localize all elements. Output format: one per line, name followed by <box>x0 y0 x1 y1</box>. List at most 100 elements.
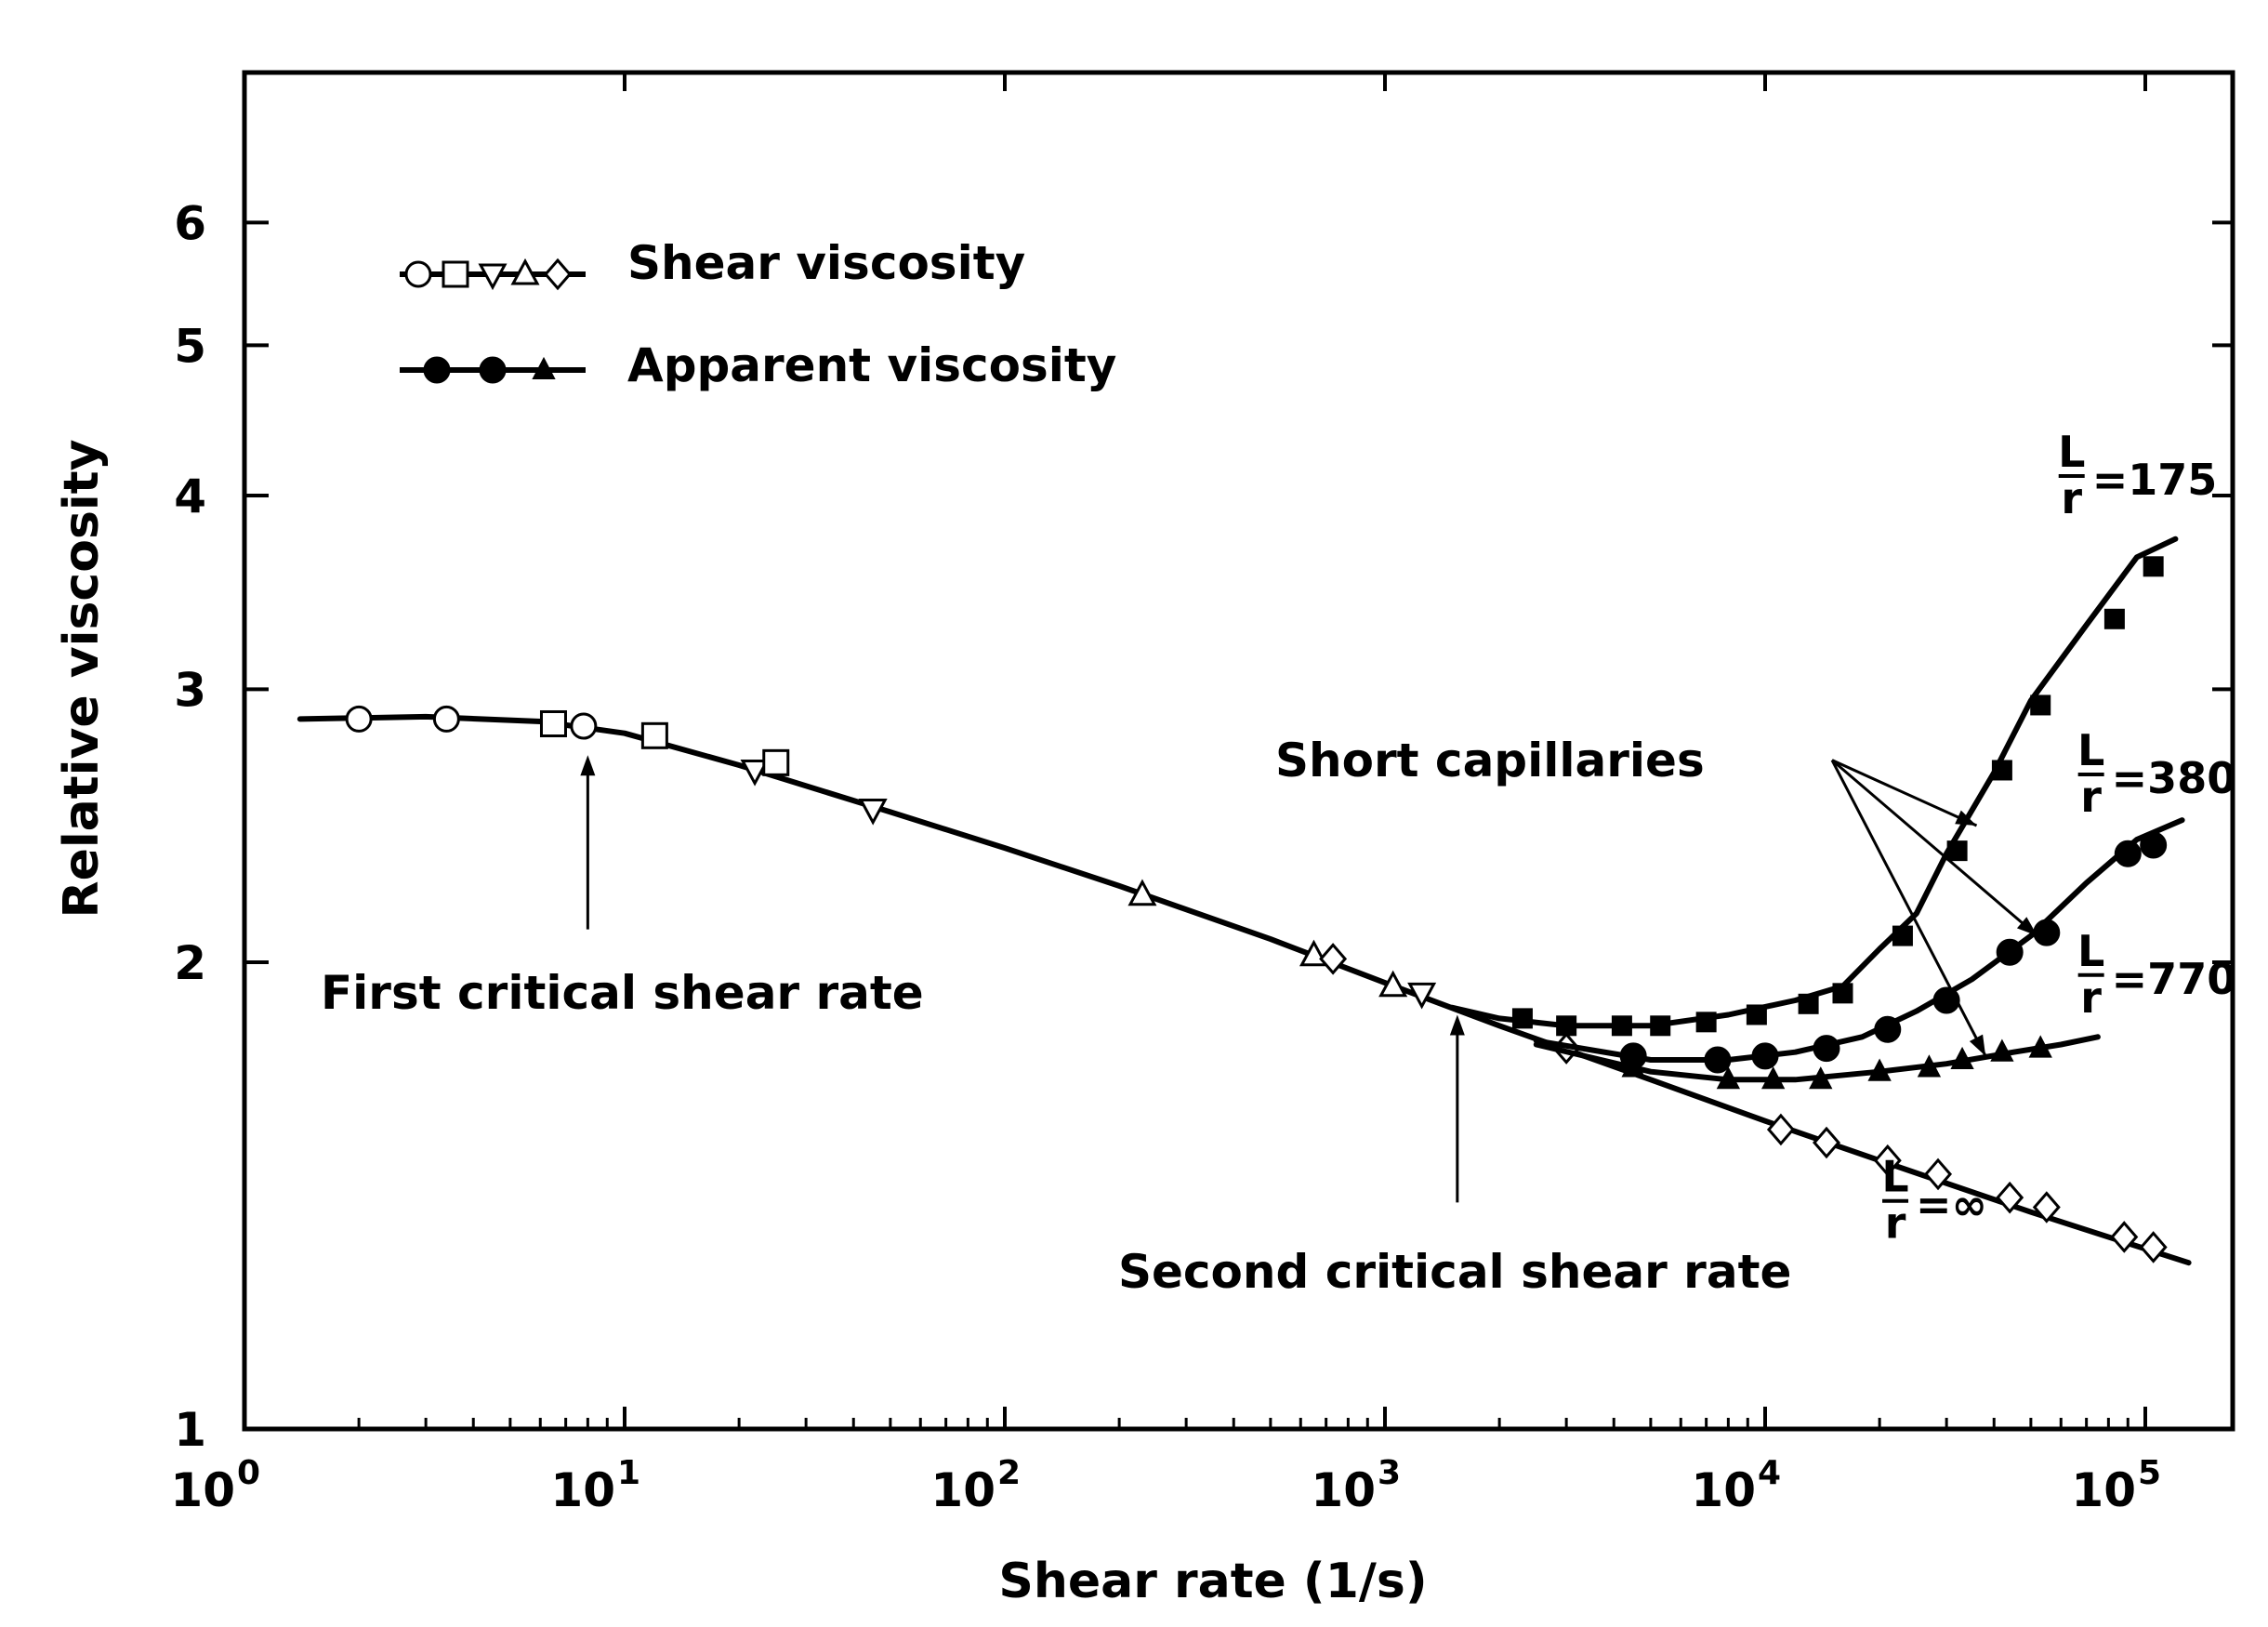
data-point <box>1996 938 2024 966</box>
data-point <box>432 705 460 733</box>
leader-line <box>1831 759 1978 827</box>
x-tick-label-base: 10 <box>1311 1463 1376 1517</box>
series-line <box>1449 536 2179 1029</box>
data-point <box>2143 556 2164 577</box>
data-point <box>1695 1012 1717 1033</box>
data-point <box>1766 1113 1795 1146</box>
series-0 <box>297 705 2192 1266</box>
data-point <box>1751 1042 1779 1070</box>
x-tick-labels: 10 0 10 1 10 2 10 3 10 4 10 5 <box>170 1454 2161 1517</box>
data-point <box>1867 1058 1892 1081</box>
data-point <box>1892 925 1913 946</box>
legend-shear-label: Shear viscosity <box>627 236 1025 290</box>
data-point <box>1813 1035 1840 1063</box>
data-point <box>1621 1054 1645 1078</box>
x-tick-label-exp: 1 <box>617 1454 640 1492</box>
data-point <box>1511 1008 1533 1029</box>
data-point <box>2028 1035 2052 1058</box>
data-point <box>2139 1231 2168 1263</box>
y-tick-label: 6 <box>174 196 206 250</box>
data-point <box>1650 1015 1671 1037</box>
x-tick-label-base: 10 <box>930 1463 996 1517</box>
lr-denominator: r <box>1885 1198 1906 1249</box>
series-1 <box>1449 536 2179 1037</box>
data-point <box>740 759 770 787</box>
x-tick-label-base: 10 <box>170 1463 235 1517</box>
series-layer <box>297 536 2192 1266</box>
data-point <box>2032 1191 2061 1224</box>
data-point <box>570 712 598 740</box>
lr-label: Lr =∞ <box>1881 1152 1987 1249</box>
second-critical-label: Second critical shear rate <box>1118 1245 1791 1299</box>
lr-label: Lr =175 <box>2058 427 2217 523</box>
data-point <box>1946 840 1968 862</box>
series-3 <box>1533 1034 2101 1090</box>
legend-marker <box>544 258 572 291</box>
data-point <box>2110 1221 2139 1253</box>
data-point <box>1407 982 1437 1010</box>
y-tick-label: 5 <box>174 319 206 373</box>
data-point <box>1611 1015 1632 1037</box>
y-tick-label: 1 <box>174 1403 206 1457</box>
data-point <box>1990 1038 2014 1062</box>
data-point <box>1924 1157 1953 1191</box>
data-point <box>1127 879 1157 906</box>
data-point <box>1874 1015 1902 1043</box>
data-point <box>1746 1004 1767 1025</box>
first-critical-arrow <box>580 755 596 930</box>
lr-value: =770 <box>2112 954 2237 1004</box>
short-capillaries-leader <box>1831 759 1978 827</box>
x-tick-label-exp: 5 <box>2138 1454 2161 1492</box>
x-tick-label-exp: 3 <box>1378 1454 1401 1492</box>
lr-value: =380 <box>2112 753 2237 803</box>
lr-denominator: r <box>2061 473 2082 523</box>
data-point <box>2033 919 2061 946</box>
arrow-head <box>580 755 596 776</box>
short-capillaries-label: Short capillaries <box>1275 734 1705 787</box>
legend-shear-sample <box>400 258 586 291</box>
lr-numerator: L <box>2077 926 2104 976</box>
annotation-layer: First critical shear rate Second critica… <box>321 427 2236 1299</box>
x-tick-label-base: 10 <box>2071 1463 2136 1517</box>
x-tick-label-exp: 0 <box>237 1454 260 1492</box>
data-point <box>1319 943 1348 975</box>
legend-marker <box>478 263 508 291</box>
x-tick-label-base: 10 <box>1691 1463 1756 1517</box>
legend-marker <box>532 356 556 379</box>
data-point <box>1813 1126 1840 1159</box>
data-point <box>1798 993 1819 1014</box>
lr-numerator: L <box>1881 1152 1908 1202</box>
data-point <box>1991 760 2012 781</box>
x-tick-label-exp: 4 <box>1758 1454 1781 1492</box>
data-point <box>2103 608 2125 629</box>
legend: Shear viscosity Apparent viscosity <box>400 236 1116 392</box>
data-point <box>539 709 567 737</box>
second-critical-arrow <box>1449 1014 1465 1203</box>
series-line <box>1533 817 2185 1063</box>
legend-apparent-sample <box>400 356 586 384</box>
data-point <box>345 705 373 733</box>
lr-denominator: r <box>2080 772 2102 822</box>
leader-line <box>1830 759 1987 1057</box>
legend-marker <box>404 260 432 288</box>
data-point <box>640 721 668 749</box>
x-axis-title: Shear rate (1/s) <box>998 1554 1427 1609</box>
leader-line <box>1831 759 2038 937</box>
y-axis-title: Relative viscosity <box>54 440 110 919</box>
short-capillaries-leader <box>1831 759 2038 937</box>
lr-label: Lr =380 <box>2077 725 2236 822</box>
lr-numerator: L <box>2077 725 2104 775</box>
data-point <box>1832 983 1853 1004</box>
lr-denominator: r <box>2080 972 2102 1023</box>
short-capillaries-leader <box>1830 759 1987 1057</box>
y-tick-label: 3 <box>174 663 206 717</box>
y-tick-labels: 1 2 3 4 5 6 <box>174 196 206 1457</box>
lr-numerator: L <box>2058 427 2085 477</box>
legend-marker <box>479 356 507 384</box>
leader-arrow-head <box>1955 810 1977 827</box>
lr-value: =175 <box>2092 455 2218 505</box>
x-tick-label-exp: 2 <box>997 1454 1021 1492</box>
